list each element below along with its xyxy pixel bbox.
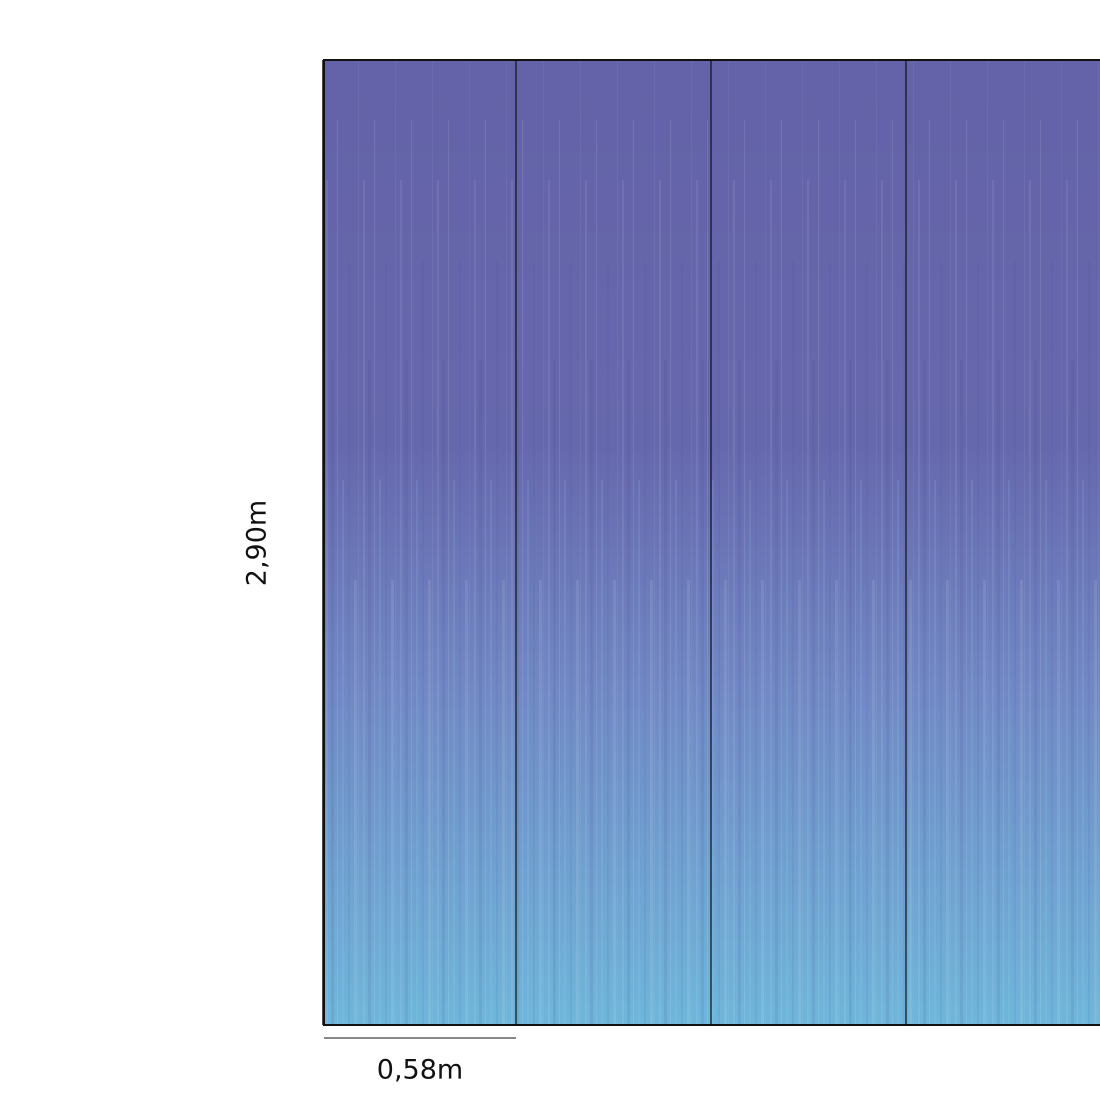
width-label: 0,58m bbox=[377, 1055, 463, 1086]
panel-border bbox=[323, 59, 1100, 1026]
panels bbox=[323, 59, 1100, 1026]
height-label: 2,90m bbox=[242, 500, 273, 586]
texture bbox=[324, 60, 1100, 1025]
